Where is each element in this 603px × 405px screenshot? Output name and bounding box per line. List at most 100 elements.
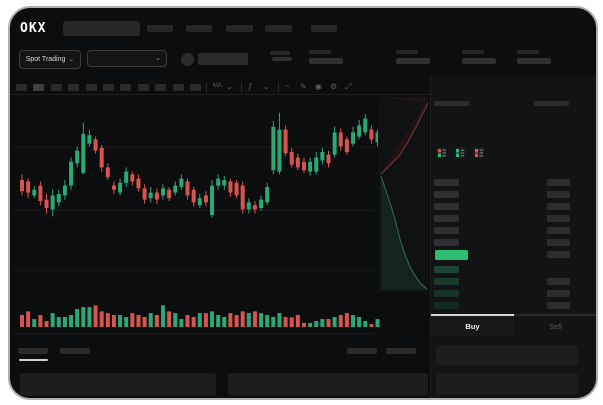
timeframe-button-3[interactable] xyxy=(51,84,62,91)
toolbar-separator xyxy=(241,83,242,92)
volume-bar xyxy=(290,317,294,327)
stat-value-4 xyxy=(517,58,551,64)
last-price-bar[interactable] xyxy=(435,250,468,260)
bottom-tab-3[interactable] xyxy=(347,348,377,354)
book-combined-icon[interactable] xyxy=(436,147,447,158)
bid-price-bar-2[interactable] xyxy=(434,278,459,285)
nav-item-4[interactable] xyxy=(265,25,292,32)
timeframe-button-5[interactable] xyxy=(86,84,97,91)
orderbook-trade-panel: Buy Sell xyxy=(430,75,597,398)
pair-name-placeholder xyxy=(198,53,248,65)
candle-body xyxy=(136,179,140,189)
timeframe-button-2[interactable] xyxy=(33,84,44,91)
volume-bar xyxy=(149,313,153,327)
volume-bar xyxy=(228,313,232,327)
fullscreen-icon[interactable]: ⤢ xyxy=(345,83,351,91)
volume-bar xyxy=(363,321,367,327)
tab-sell[interactable]: Sell xyxy=(514,314,597,336)
chevron-down-icon: ⌄ xyxy=(155,55,161,62)
timeframe-button-6[interactable] xyxy=(103,84,114,91)
bottom-tab-2[interactable] xyxy=(60,348,90,354)
settings-gear-icon[interactable]: ⚙ xyxy=(330,83,337,91)
candle-body xyxy=(265,187,269,202)
bottom-tab-1[interactable] xyxy=(18,348,48,354)
amount-input[interactable] xyxy=(436,373,578,395)
volume-bar xyxy=(327,319,331,327)
volume-bar xyxy=(130,313,134,327)
volume-bar xyxy=(351,315,355,327)
candle-body xyxy=(186,181,190,195)
volume-bar xyxy=(45,321,49,327)
ask-price-bar-2[interactable] xyxy=(434,191,459,198)
fx-indicator-icon[interactable]: ƒ xyxy=(248,83,252,91)
ask-amount-bar-4 xyxy=(547,215,570,222)
candle-body xyxy=(216,179,220,186)
ask-amount-bar-2 xyxy=(547,191,570,198)
candle-body xyxy=(369,130,373,140)
volume-bar xyxy=(369,324,373,327)
draw-tool-icon[interactable]: ✎ xyxy=(300,83,307,91)
orders-panel-placeholder xyxy=(20,373,216,396)
ask-price-bar-6[interactable] xyxy=(434,239,459,246)
camera-icon[interactable]: ◉ xyxy=(315,83,322,91)
book-asks-only-icon[interactable] xyxy=(473,147,484,158)
candle-body xyxy=(339,132,343,146)
candle-body xyxy=(302,162,306,170)
candle-body xyxy=(296,158,300,168)
volume-bar xyxy=(20,315,24,327)
candle-body xyxy=(75,151,79,164)
chevron-down-icon[interactable]: ⌄ xyxy=(226,83,233,91)
nav-item-3[interactable] xyxy=(226,25,253,32)
bottom-tab-4[interactable] xyxy=(386,348,416,354)
timeframe-button-4[interactable] xyxy=(68,84,79,91)
volume-bar xyxy=(100,311,104,327)
volume-bar xyxy=(161,305,165,327)
timeframe-button-7[interactable] xyxy=(120,84,131,91)
candle-body xyxy=(271,127,275,170)
volume-bar xyxy=(253,311,257,327)
bid-price-bar-1[interactable] xyxy=(434,266,459,273)
tab-buy[interactable]: Buy xyxy=(431,314,514,336)
ask-price-bar-5[interactable] xyxy=(434,227,459,234)
volume-bar xyxy=(339,315,343,327)
stat-value-3 xyxy=(462,58,496,64)
search-input[interactable] xyxy=(63,21,140,36)
volume-bar xyxy=(271,317,275,327)
candlestick-chart[interactable] xyxy=(15,95,430,345)
line-tool-icon[interactable]: ~ xyxy=(285,83,290,91)
total-input[interactable] xyxy=(436,399,578,400)
pair-selector-dropdown[interactable]: ⌄ xyxy=(87,50,167,67)
spot-trading-dropdown[interactable]: Spot Trading ⌄ xyxy=(19,50,81,69)
stat-label-3 xyxy=(462,50,484,54)
price-input[interactable] xyxy=(436,345,578,365)
timeframe-button-8[interactable] xyxy=(138,84,149,91)
nav-item-5[interactable] xyxy=(311,25,337,32)
volume-bar xyxy=(241,311,245,327)
candle-body xyxy=(69,162,73,186)
nav-item-2[interactable] xyxy=(186,25,212,32)
ask-price-bar-1[interactable] xyxy=(434,179,459,186)
ask-price-bar-4[interactable] xyxy=(434,215,459,222)
candle-body xyxy=(345,139,349,152)
ask-price-bar-3[interactable] xyxy=(434,203,459,210)
book-asks-only-icon-glyph xyxy=(475,149,483,157)
volume-bar xyxy=(210,311,214,327)
volume-bar xyxy=(173,313,177,327)
candle-body xyxy=(235,183,239,196)
chevron-down-icon[interactable]: ⌄ xyxy=(263,83,270,91)
timeframe-button-10[interactable] xyxy=(173,84,184,91)
volume-bar xyxy=(81,307,85,327)
timeframe-button-9[interactable] xyxy=(155,84,166,91)
timeframe-button-11[interactable] xyxy=(190,84,201,91)
bid-price-bar-4[interactable] xyxy=(434,302,459,309)
ma-indicator-icon[interactable]: MA xyxy=(213,83,222,89)
ask-amount-bar-7 xyxy=(547,251,570,258)
volume-bar xyxy=(143,317,147,327)
book-bids-only-icon[interactable] xyxy=(455,147,466,158)
bid-price-bar-3[interactable] xyxy=(434,290,459,297)
timeframe-button-1[interactable] xyxy=(16,84,27,91)
nav-item-1[interactable] xyxy=(147,25,173,32)
volume-bar xyxy=(87,307,91,327)
volume-bar xyxy=(216,315,220,327)
candle-body xyxy=(327,155,331,163)
